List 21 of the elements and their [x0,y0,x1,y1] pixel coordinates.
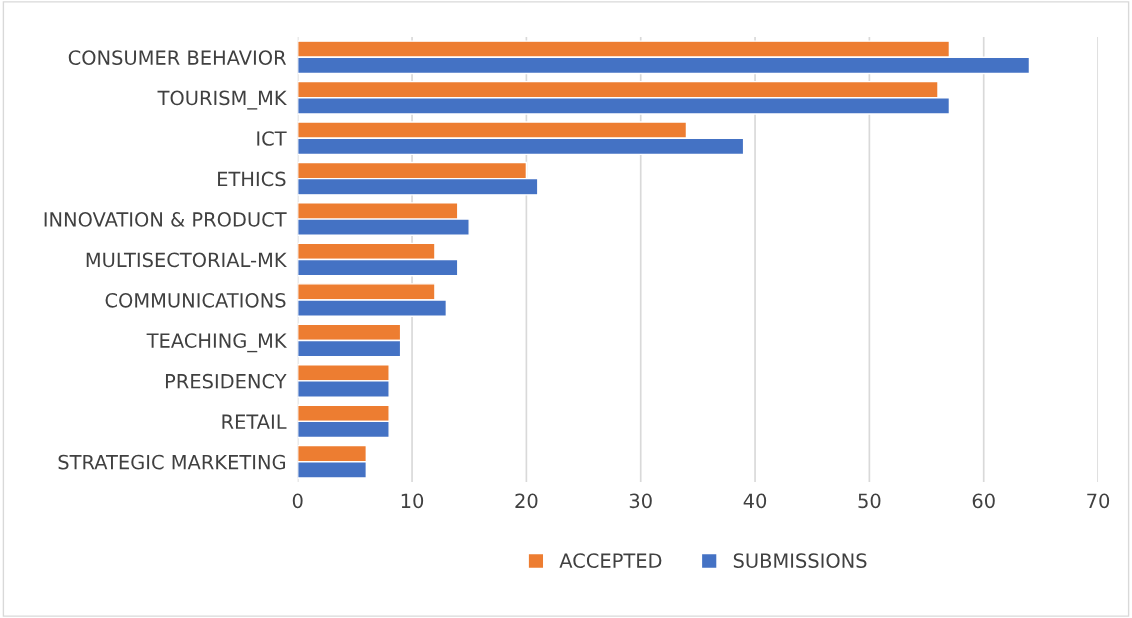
y-tick-label: TOURISM_MK [157,90,288,110]
x-tick-label: 0 [292,493,303,509]
y-tick-label: PRESIDENCY [165,373,287,389]
x-tick-label: 50 [858,493,881,509]
y-tick-label: STRATEGIC MARKETING [58,454,286,470]
x-tick-label: 70 [1087,493,1110,509]
legend-label: SUBMISSIONS [733,553,867,568]
y-tick-label: TEACHING_MK [146,333,288,353]
x-tick-label: 30 [629,493,652,509]
y-tick-label: COMMUNICATIONS [105,292,286,308]
y-tick-label: ICT [257,131,287,146]
y-tick-label: INNOVATION & PRODUCT [44,212,287,227]
y-tick-label: MULTISECTORIAL-MK [86,252,288,268]
legend-label: ACCEPTED [559,553,662,568]
y-tick-label: RETAIL [222,414,287,429]
y-tick-label: CONSUMER BEHAVIOR [68,50,287,65]
x-tick-label: 40 [743,493,767,509]
y-tick-label: ETHICS [218,171,286,187]
x-tick-label: 60 [972,493,995,509]
x-tick-label: 20 [515,493,538,509]
x-tick-label: 10 [401,493,424,509]
